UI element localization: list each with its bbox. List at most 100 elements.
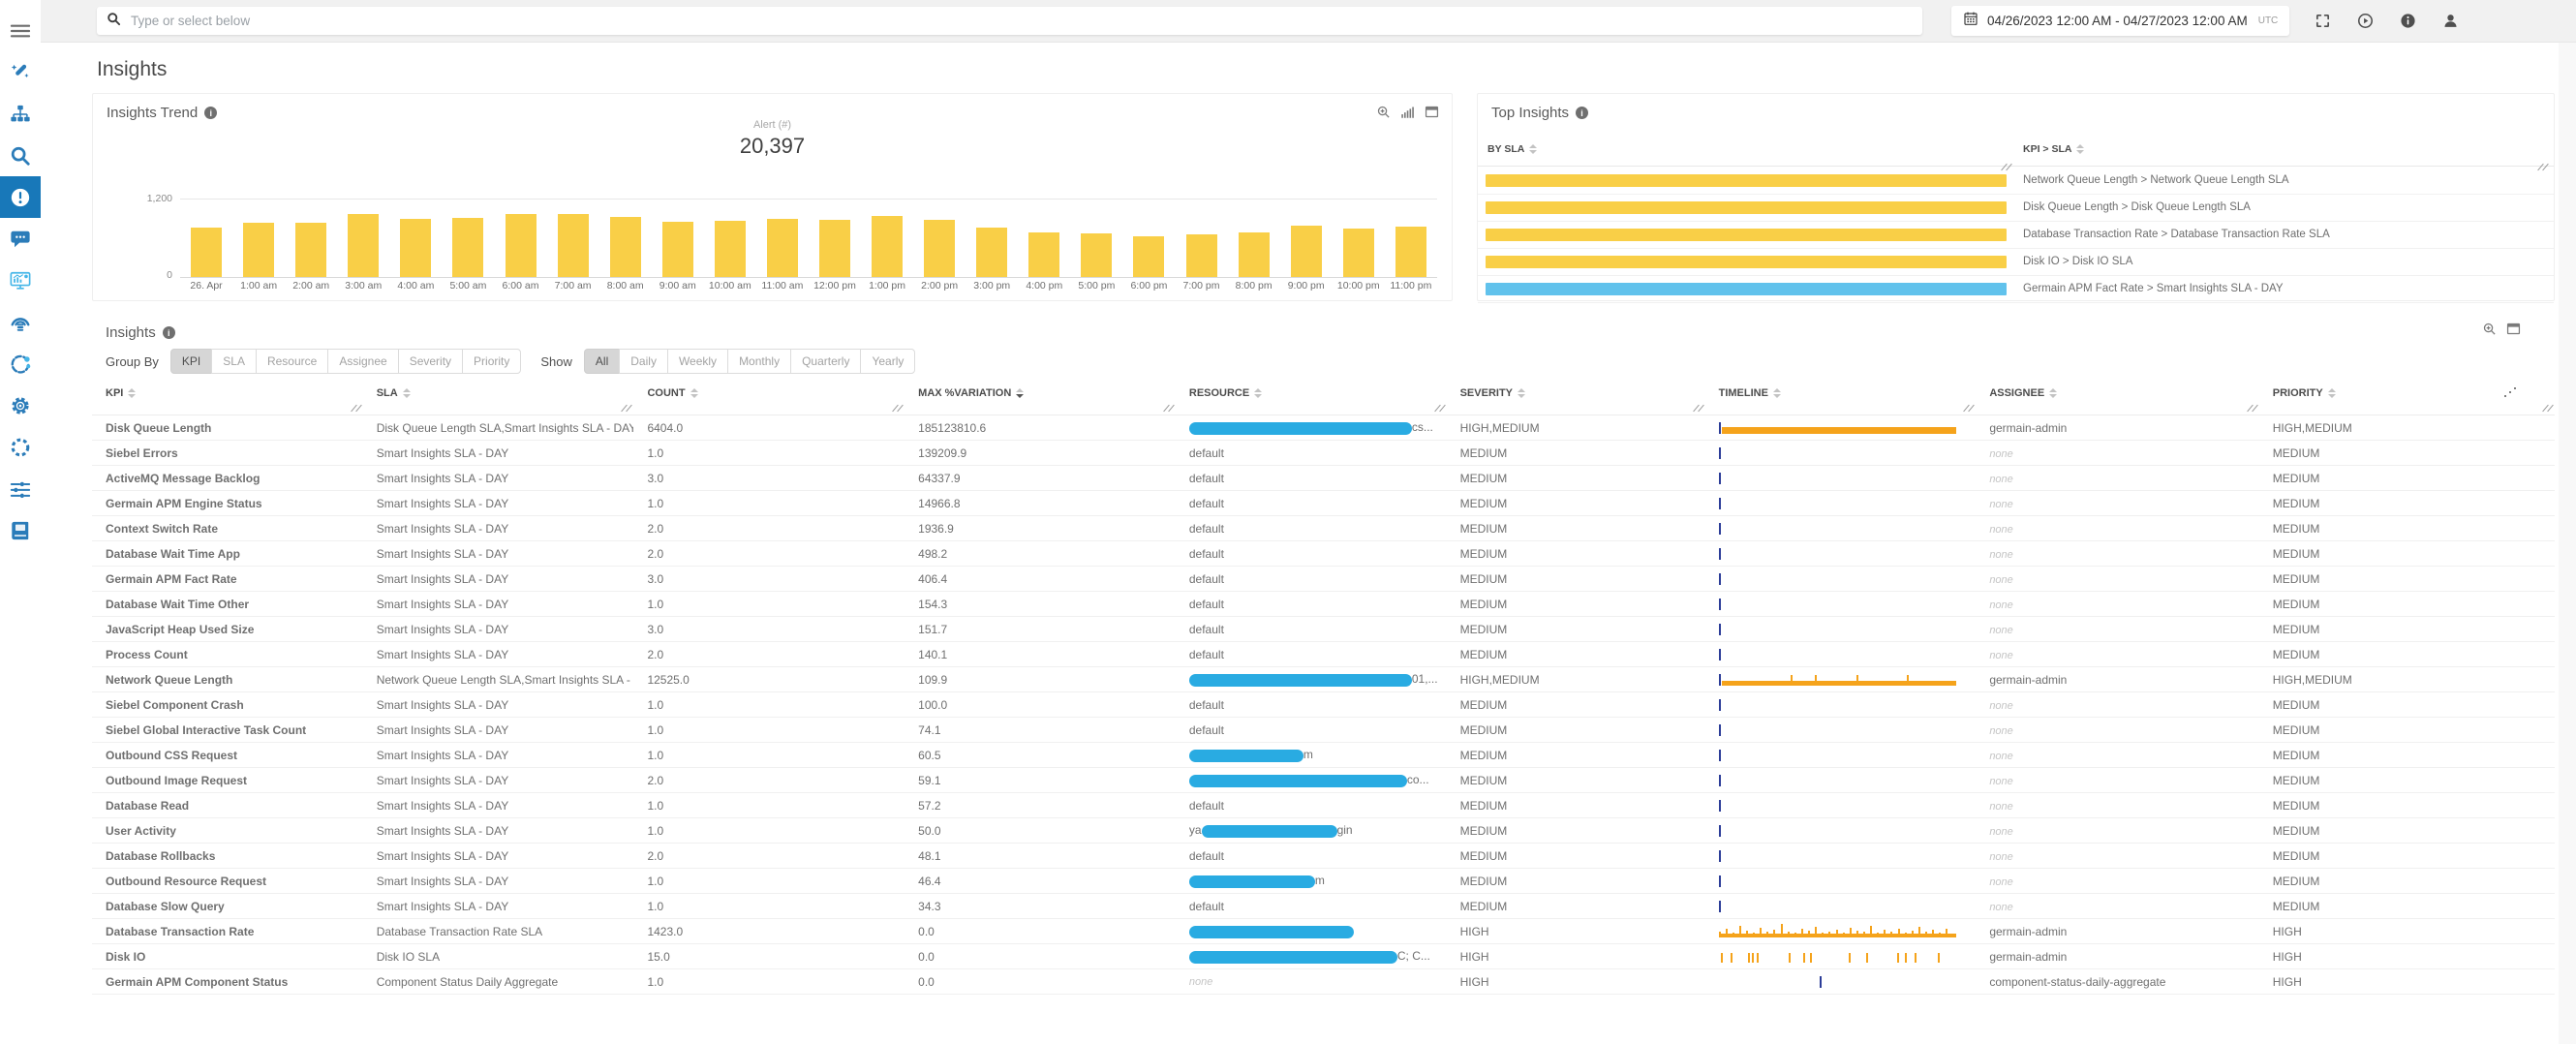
table-row[interactable]: Database Transaction Rate Database Transa… <box>92 918 2555 944</box>
column-header-kpi[interactable]: KPI <box>92 380 363 415</box>
sidebar-item-selection[interactable] <box>0 426 41 468</box>
table-row[interactable]: Database Wait Time Other Smart Insights S… <box>92 591 2555 617</box>
trend-bar[interactable] <box>976 228 1008 277</box>
top-insight-row[interactable]: Disk IO > Disk IO SLA <box>1478 249 2554 276</box>
group-by-sla-button[interactable]: SLA <box>211 349 257 374</box>
table-row[interactable]: Outbound Image Request Smart Insights SLA… <box>92 767 2555 793</box>
column-resize-handle[interactable] <box>1434 404 1445 413</box>
column-resize-handle[interactable] <box>621 404 631 413</box>
search-input[interactable] <box>129 13 1913 29</box>
show-quarterly-button[interactable]: Quarterly <box>790 349 862 374</box>
trend-bar[interactable] <box>505 214 537 277</box>
date-range-picker[interactable]: 04/26/2023 12:00 AM - 04/27/2023 12:00 A… <box>1951 6 2290 36</box>
column-header-severity[interactable]: SEVERITY <box>1446 380 1705 415</box>
trend-bar[interactable] <box>295 223 327 277</box>
column-header-priority[interactable]: PRIORITY <box>2258 380 2555 415</box>
info-icon[interactable]: i <box>162 326 175 339</box>
user-icon[interactable] <box>2442 13 2459 29</box>
trend-bar[interactable] <box>1395 227 1426 277</box>
column-resize-handle[interactable] <box>1163 404 1174 413</box>
sidebar-item-insights[interactable] <box>0 176 41 218</box>
column-header-count[interactable]: COUNT <box>633 380 905 415</box>
table-row[interactable]: Network Queue Length Network Queue Length… <box>92 666 2555 692</box>
trend-bar[interactable] <box>1342 229 1374 277</box>
table-row[interactable]: Disk Queue Length Disk Queue Length SLA,S… <box>92 415 2555 441</box>
trend-bar[interactable] <box>1185 234 1217 277</box>
column-resize-handle[interactable] <box>351 404 361 413</box>
table-row[interactable]: Process Count Smart Insights SLA - DAY 2.0… <box>92 641 2555 667</box>
trend-bar[interactable] <box>872 216 904 277</box>
trend-bar[interactable] <box>609 217 641 277</box>
trend-bar[interactable] <box>348 214 380 277</box>
table-row[interactable]: Siebel Component Crash Smart Insights SLA… <box>92 691 2555 718</box>
window-icon[interactable] <box>2506 322 2521 336</box>
top-insight-row[interactable]: Disk Queue Length > Disk Queue Length SL… <box>1478 195 2554 222</box>
column-header-sla[interactable]: SLA <box>362 380 634 415</box>
group-by-assignee-button[interactable]: Assignee <box>327 349 399 374</box>
trend-bar[interactable] <box>924 220 956 277</box>
sidebar-item-services[interactable] <box>0 301 41 343</box>
trend-bar[interactable] <box>400 219 432 277</box>
trend-bar[interactable] <box>1028 232 1060 277</box>
top-insight-row[interactable]: Database Transaction Rate > Database Tra… <box>1478 222 2554 249</box>
sidebar-item-chat[interactable] <box>0 218 41 260</box>
sidebar-item-monitoring[interactable] <box>0 260 41 301</box>
search-box[interactable] <box>97 7 1922 35</box>
trend-bar[interactable] <box>818 220 850 277</box>
trend-bar[interactable] <box>1133 236 1165 277</box>
table-row[interactable]: Disk IO Disk IO SLA 15.0 0.0 C; C... HIGH germ… <box>92 943 2555 969</box>
trend-bar[interactable] <box>191 228 223 277</box>
show-yearly-button[interactable]: Yearly <box>860 349 916 374</box>
column-resize-handle[interactable] <box>2542 404 2553 413</box>
table-row[interactable]: Siebel Global Interactive Task Count Smar… <box>92 717 2555 743</box>
trend-bar[interactable] <box>766 219 798 277</box>
sidebar-item-search[interactable] <box>0 135 41 176</box>
table-row[interactable]: Database Rollbacks Smart Insights SLA - D… <box>92 843 2555 869</box>
table-row[interactable]: User Activity Smart Insights SLA - DAY 1.0… <box>92 817 2555 844</box>
column-header-timeline[interactable]: TIMELINE <box>1704 380 1977 415</box>
info-icon[interactable]: i <box>204 107 218 119</box>
trend-bar[interactable] <box>661 222 693 277</box>
group-by-resource-button[interactable]: Resource <box>255 349 329 374</box>
group-by-severity-button[interactable]: Severity <box>397 349 464 374</box>
column-header-max-variation[interactable]: MAX %VARIATION <box>905 380 1176 415</box>
trend-bar[interactable] <box>1081 233 1113 277</box>
trend-bar[interactable] <box>714 221 746 277</box>
trend-bar[interactable] <box>452 218 484 277</box>
group-by-kpi-button[interactable]: KPI <box>169 349 213 374</box>
table-row[interactable]: Context Switch Rate Smart Insights SLA - … <box>92 515 2555 541</box>
column-resize-handle[interactable] <box>1693 404 1703 413</box>
table-row[interactable]: Germain APM Fact Rate Smart Insights SLA … <box>92 566 2555 592</box>
table-row[interactable]: JavaScript Heap Used Size Smart Insights … <box>92 616 2555 642</box>
table-row[interactable]: Germain APM Engine Status Smart Insights … <box>92 490 2555 516</box>
info-icon[interactable]: i <box>1576 107 1589 119</box>
column-header-assignee[interactable]: ASSIGNEE <box>1976 380 2259 415</box>
top-insight-row[interactable]: Germain APM Fact Rate > Smart Insights S… <box>1478 276 2554 303</box>
column-header-resource[interactable]: RESOURCE <box>1175 380 1447 415</box>
table-row[interactable]: ActiveMQ Message Backlog Smart Insights S… <box>92 465 2555 491</box>
play-icon[interactable] <box>2357 13 2374 29</box>
window-icon[interactable] <box>1425 105 1439 119</box>
sidebar-item-menu[interactable] <box>0 10 41 51</box>
group-by-priority-button[interactable]: Priority <box>462 349 522 374</box>
zoom-in-icon[interactable] <box>1376 105 1391 119</box>
trend-bar[interactable] <box>1238 232 1270 277</box>
sidebar-item-assistant[interactable] <box>0 51 41 93</box>
show-monthly-button[interactable]: Monthly <box>727 349 792 374</box>
show-daily-button[interactable]: Daily <box>619 349 668 374</box>
sidebar-item-preferences[interactable] <box>0 468 41 509</box>
scrollbar-track[interactable] <box>2559 43 2576 1044</box>
table-row[interactable]: Siebel Errors Smart Insights SLA - DAY 1.0… <box>92 440 2555 466</box>
sidebar-item-topology[interactable] <box>0 93 41 135</box>
table-row[interactable]: Database Slow Query Smart Insights SLA - … <box>92 893 2555 919</box>
column-resize-handle[interactable] <box>892 404 903 413</box>
table-row[interactable]: Database Wait Time App Smart Insights SLA… <box>92 540 2555 567</box>
show-weekly-button[interactable]: Weekly <box>666 349 729 374</box>
column-header-kpi-sla[interactable]: KPI > SLA <box>2023 143 2085 155</box>
top-insight-row[interactable]: Network Queue Length > Network Queue Len… <box>1478 168 2554 195</box>
sidebar-item-settings[interactable] <box>0 384 41 426</box>
table-row[interactable]: Outbound Resource Request Smart Insights … <box>92 868 2555 894</box>
column-resize-handle[interactable] <box>1963 404 1974 413</box>
table-row[interactable]: Germain APM Component Status Component St… <box>92 968 2555 995</box>
sidebar-item-documentation[interactable] <box>0 509 41 551</box>
